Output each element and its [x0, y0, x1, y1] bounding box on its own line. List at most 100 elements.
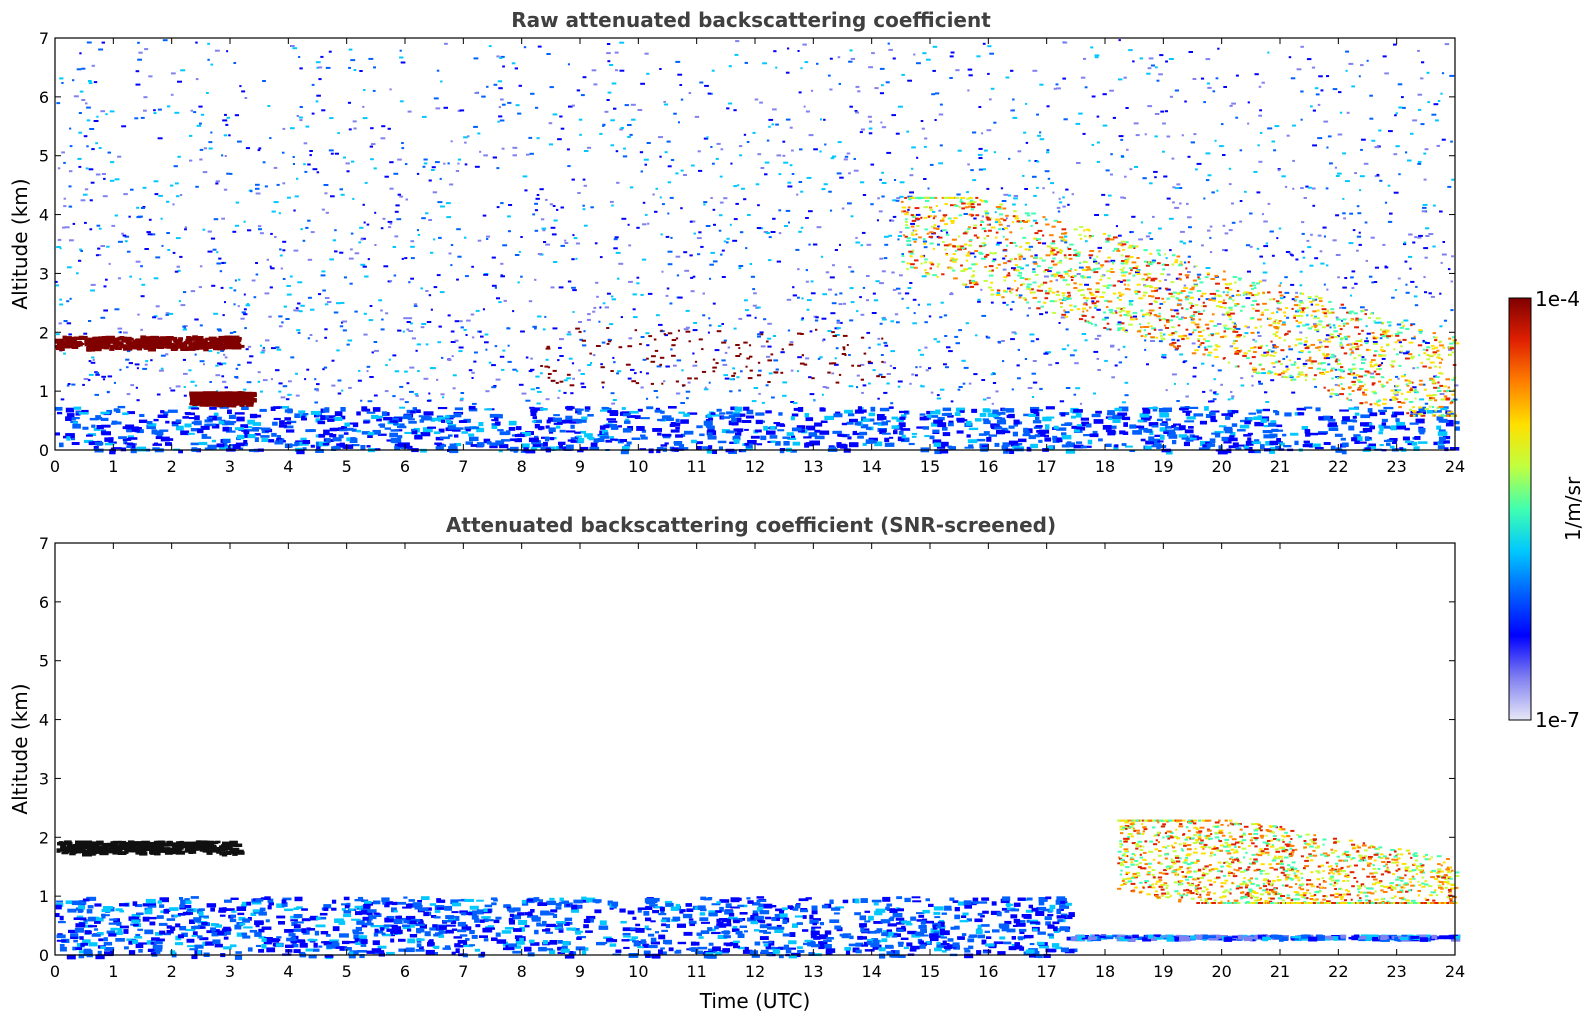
heatmap-cell	[559, 380, 564, 383]
heatmap-cell	[457, 158, 461, 161]
heatmap-cell	[757, 204, 760, 207]
heatmap-cell	[881, 182, 887, 184]
heatmap-cell	[680, 169, 684, 172]
heatmap-cell	[446, 216, 451, 219]
heatmap-cell	[1423, 388, 1427, 391]
heatmap-cell	[629, 186, 634, 189]
heatmap-cell	[1262, 279, 1267, 282]
heatmap-cell	[66, 384, 70, 387]
heatmap-cell	[592, 310, 596, 313]
heatmap-cell	[106, 245, 110, 248]
heatmap-cell	[799, 148, 803, 151]
heatmap-cell	[1012, 431, 1018, 437]
heatmap-cell	[1179, 353, 1184, 356]
heatmap-cell	[88, 320, 92, 322]
heatmap-cell	[536, 137, 540, 140]
heatmap-cell	[447, 425, 456, 428]
heatmap-cell	[318, 433, 326, 438]
heatmap-cell	[1023, 413, 1033, 417]
heatmap-cell	[215, 180, 220, 183]
heatmap-cell	[1078, 112, 1083, 115]
heatmap-cell	[696, 237, 702, 240]
heatmap-cell	[468, 405, 476, 410]
heatmap-cell	[254, 433, 261, 436]
heatmap-cell	[116, 421, 122, 425]
heatmap-cell	[138, 51, 143, 54]
heatmap-cell	[316, 66, 320, 69]
heatmap-cell	[775, 123, 779, 126]
heatmap-cell	[566, 444, 574, 450]
heatmap-cell	[441, 356, 444, 359]
heatmap-cell	[968, 427, 979, 431]
heatmap-cell	[1107, 417, 1113, 420]
heatmap-cell	[1252, 338, 1256, 341]
heatmap-cell	[1367, 438, 1373, 441]
heatmap-cell	[603, 424, 610, 429]
heatmap-cell	[820, 118, 822, 121]
heatmap-cell	[677, 121, 680, 124]
heatmap-cell	[1223, 330, 1226, 333]
heatmap-cell	[220, 286, 224, 289]
heatmap-cell	[275, 346, 280, 349]
heatmap-cell	[1158, 73, 1163, 76]
heatmap-cell	[1263, 220, 1268, 223]
heatmap-cell	[948, 420, 954, 424]
heatmap-cell	[491, 256, 496, 259]
heatmap-cell	[1173, 423, 1181, 426]
heatmap-cell	[860, 363, 865, 366]
heatmap-cell	[1346, 419, 1357, 423]
heatmap-cell	[78, 165, 82, 168]
heatmap-cell	[203, 395, 212, 400]
heatmap-cell	[114, 308, 120, 311]
heatmap-cell	[94, 441, 104, 446]
heatmap-cell	[198, 105, 203, 108]
heatmap-cell	[957, 388, 961, 391]
heatmap-cell	[1444, 43, 1450, 46]
heatmap-cell	[735, 432, 742, 436]
heatmap-cell	[936, 394, 940, 397]
heatmap-cell	[749, 263, 752, 265]
heatmap-cell	[1335, 254, 1341, 256]
heatmap-cell	[733, 327, 737, 330]
heatmap-cell	[652, 193, 655, 196]
heatmap-cell	[850, 301, 855, 304]
heatmap-cell	[883, 257, 888, 260]
heatmap-cell	[1352, 383, 1356, 386]
heatmap-cell	[911, 435, 917, 438]
heatmap-cell	[1319, 250, 1323, 253]
heatmap-cell	[660, 410, 665, 414]
heatmap-cell	[712, 370, 716, 373]
heatmap-cell	[233, 62, 237, 64]
heatmap-cell	[997, 411, 1006, 415]
heatmap-cell	[1228, 229, 1233, 232]
heatmap-cell	[394, 235, 399, 238]
heatmap-cell	[652, 428, 662, 432]
heatmap-cell	[1115, 311, 1118, 314]
heatmap-cell	[1179, 187, 1183, 189]
heatmap-cell	[1126, 148, 1129, 151]
heatmap-cell	[194, 384, 198, 387]
heatmap-cell	[924, 346, 928, 349]
heatmap-cell	[916, 62, 921, 65]
heatmap-cell	[735, 355, 741, 357]
heatmap-cell	[1391, 296, 1395, 299]
heatmap-cell	[170, 389, 176, 392]
heatmap-cell	[410, 277, 414, 280]
heatmap-cell	[294, 195, 299, 198]
heatmap-cell	[145, 341, 155, 345]
heatmap-cell	[1026, 446, 1032, 452]
heatmap-cell	[673, 364, 677, 367]
heatmap-cell	[59, 346, 65, 351]
heatmap-cell	[539, 188, 544, 191]
heatmap-cell	[455, 170, 460, 172]
heatmap-cell	[627, 377, 632, 380]
heatmap-cell	[983, 168, 987, 171]
heatmap-cell	[101, 173, 106, 175]
heatmap-cell	[1093, 419, 1104, 424]
heatmap-cell	[208, 147, 213, 150]
heatmap-cell	[707, 425, 715, 430]
heatmap-cell	[1171, 425, 1177, 429]
heatmap-cell	[712, 302, 716, 305]
heatmap-cell	[601, 341, 606, 344]
heatmap-cell	[324, 297, 330, 299]
